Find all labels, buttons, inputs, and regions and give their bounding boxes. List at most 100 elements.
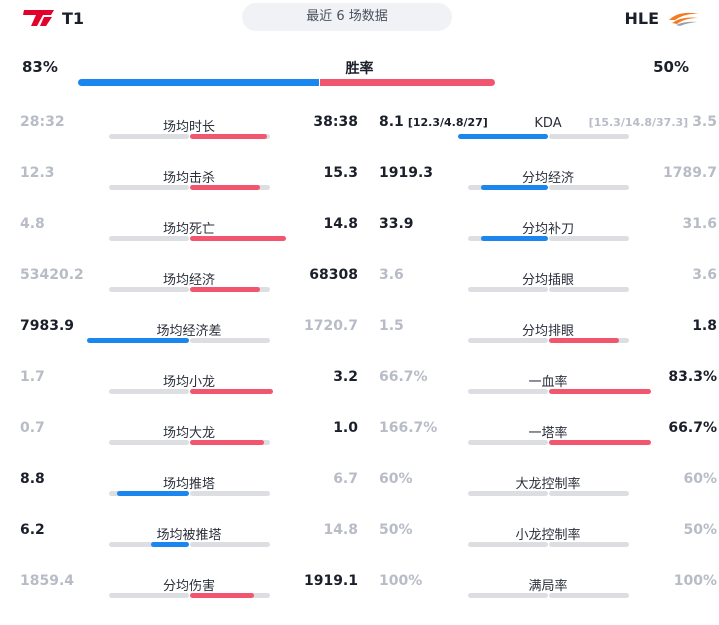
winrate-left-value: 83% (22, 58, 58, 76)
stat-bar-track-left (109, 134, 189, 139)
stat-right-number: 6.7 (333, 471, 358, 487)
team-left[interactable]: T1 (22, 8, 84, 28)
stat-bar-fill-left (117, 491, 189, 496)
stat-label: 一血率 (528, 375, 568, 390)
stat-right-value: 1789.7 (663, 165, 717, 181)
stat-label: KDA (534, 116, 562, 131)
stat-right-value: 14.8 (323, 522, 358, 538)
stat-right-number: 1789.7 (662, 165, 717, 181)
stat-right-value: 1919.1 (304, 573, 358, 589)
stat-left-value: 1859.4 (20, 573, 74, 589)
stat-bar-fill-right (190, 593, 254, 598)
team-right[interactable]: HLE (624, 8, 701, 28)
stat-bar (20, 236, 358, 241)
stat-left-number: 53420.2 (20, 267, 84, 283)
stat-right-number: 50% (683, 522, 717, 538)
stat-bar-fill-left (151, 542, 189, 547)
stat-label: 分均补刀 (521, 222, 574, 237)
stat-bar-fill-right (549, 440, 651, 445)
stat-row: 60% 大龙控制率 60% (379, 471, 717, 511)
stat-right-value: 68308 (309, 267, 358, 283)
stat-left-number: 1.7 (20, 369, 45, 385)
stat-right-number: 1720.7 (303, 318, 358, 334)
stat-right-value: 100% (674, 573, 717, 589)
stat-left-number: 3.6 (379, 267, 404, 283)
stat-left-number: 166.7% (379, 420, 438, 436)
stat-row: 7983.9 场均经济差 1720.7 (20, 318, 358, 358)
stat-bar-track-right (549, 236, 629, 241)
stat-left-value: 50% (379, 522, 413, 538)
stat-bar (379, 440, 717, 445)
stat-bar-fill-right (549, 389, 651, 394)
winrate-label: 胜率 (345, 61, 374, 77)
stat-bar-track-left (109, 440, 189, 445)
t1-logo-icon (23, 10, 54, 26)
stat-row: 66.7% 一血率 83.3% (379, 369, 717, 409)
stat-bar-track-left (468, 287, 548, 292)
stat-right-detail: [15.3/14.8/37.3] (588, 116, 689, 129)
stat-left-value: 3.6 (379, 267, 404, 283)
stat-bar-track-right (549, 491, 629, 496)
stat-bar (379, 338, 717, 343)
stat-right-value: 15.3 (323, 165, 358, 181)
stat-right-number: 15.3 (323, 165, 358, 181)
stat-left-number: 4.8 (20, 216, 45, 232)
stat-left-number: 1919.3 (379, 165, 434, 181)
stat-right-number: 14.8 (323, 216, 358, 232)
stat-right-number: 3.6 (692, 267, 717, 283)
stat-left-value: 28:32 (20, 114, 65, 130)
team-left-name: T1 (62, 8, 85, 28)
stat-left-number: 1.5 (379, 318, 404, 334)
stat-label: 分均伤害 (162, 579, 215, 594)
stat-row: 3.6 分均插眼 3.6 (379, 267, 717, 307)
stat-label: 分均经济 (521, 171, 574, 186)
stat-row: 33.9 分均补刀 31.6 (379, 216, 717, 256)
stat-row: 1.5 分均排眼 1.8 (379, 318, 717, 358)
stat-bar (20, 287, 358, 292)
winrate-bar-right (320, 79, 495, 86)
stat-label: 场均小龙 (162, 375, 215, 390)
stat-bar-fill-right (190, 185, 260, 190)
stat-bar (20, 593, 358, 598)
stat-right-value: 3.6 (692, 267, 717, 283)
stat-right-value: 66.7% (668, 420, 717, 436)
stat-bar-track-left (468, 491, 548, 496)
winrate-row: 83% 胜率 50% (0, 54, 719, 90)
range-selector[interactable]: 最近 6 场数据 (242, 3, 452, 31)
stat-label: 场均大龙 (162, 426, 215, 441)
stat-bar-fill-left (481, 185, 548, 190)
stat-left-number: 8.1 (379, 114, 404, 130)
stat-bar-fill-right (190, 440, 264, 445)
winrate-bar (78, 79, 523, 86)
stat-left-number: 12.3 (20, 165, 55, 181)
stat-label: 场均推塔 (162, 477, 215, 492)
stat-left-value: 12.3 (20, 165, 55, 181)
stat-row: 0.7 场均大龙 1.0 (20, 420, 358, 460)
stat-bar (20, 338, 358, 343)
stat-bar-track-left (109, 593, 189, 598)
stat-bar-fill-right (190, 134, 267, 139)
stat-bar-track-left (109, 542, 189, 547)
stat-bar (20, 389, 358, 394)
stat-bar-track-right (549, 593, 629, 598)
stat-bar (379, 236, 717, 241)
stat-left-value: 166.7% (379, 420, 437, 436)
stat-bar-track-left (109, 287, 189, 292)
stat-right-value: 3.2 (333, 369, 358, 385)
stat-left-number: 0.7 (20, 420, 45, 436)
stat-bar (379, 593, 717, 598)
stat-left-number: 33.9 (379, 216, 414, 232)
stat-bar-track-left (468, 593, 548, 598)
stat-right-value: 1720.7 (304, 318, 358, 334)
stat-bar (20, 185, 358, 190)
stat-right-value: 83.3% (668, 369, 717, 385)
stat-bar-fill-left (458, 134, 548, 139)
stat-bar (379, 389, 717, 394)
stat-bar-track-left (109, 185, 189, 190)
stat-right-number: 38:38 (313, 114, 358, 130)
stat-row: 50% 小龙控制率 50% (379, 522, 717, 562)
stat-left-number: 8.8 (20, 471, 45, 487)
stat-left-value: 1.5 (379, 318, 404, 334)
stat-bar (379, 287, 717, 292)
stat-left-value: 100% (379, 573, 422, 589)
